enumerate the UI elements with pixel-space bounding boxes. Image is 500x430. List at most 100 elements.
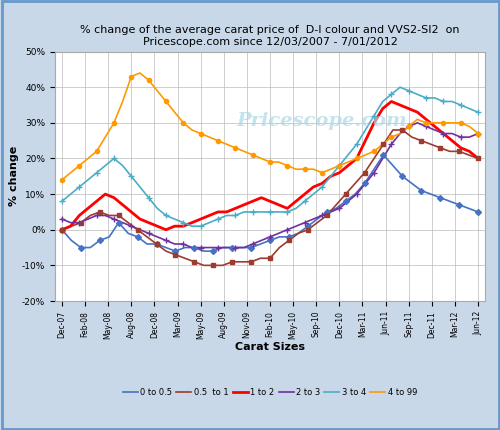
2 to 3 — [180, 241, 186, 246]
4 to 99 — [423, 120, 429, 126]
0 to 0.5 — [68, 238, 74, 243]
0 to 0.5 — [418, 188, 424, 193]
2 to 3 — [362, 181, 368, 186]
2 to 3 — [111, 216, 117, 221]
2 to 3 — [258, 238, 264, 243]
0 to 0.5 — [342, 199, 348, 204]
4 to 99 — [284, 163, 290, 168]
2 to 3 — [172, 241, 177, 246]
0.5  to 1 — [333, 202, 339, 207]
3 to 4 — [120, 163, 126, 168]
3 to 4 — [388, 92, 394, 97]
0.5  to 1 — [428, 141, 434, 147]
3 to 4 — [68, 191, 73, 197]
0 to 0.5 — [390, 163, 396, 168]
0 to 0.5 — [437, 195, 443, 200]
2 to 3 — [397, 131, 403, 136]
4 to 99 — [310, 166, 316, 172]
1 to 2 — [432, 124, 438, 129]
4 to 99 — [458, 120, 464, 126]
0 to 0.5 — [371, 166, 377, 172]
1 to 2 — [137, 216, 143, 221]
Text: Pricescope.com: Pricescope.com — [236, 112, 407, 130]
2 to 3 — [423, 124, 429, 129]
0.5  to 1 — [116, 213, 121, 218]
4 to 99 — [85, 156, 91, 161]
4 to 99 — [362, 152, 368, 157]
2 to 3 — [59, 216, 65, 221]
3 to 4 — [85, 177, 91, 182]
1 to 2 — [362, 138, 368, 143]
0.5  to 1 — [125, 220, 131, 225]
1 to 2 — [224, 209, 230, 215]
0.5  to 1 — [154, 241, 160, 246]
4 to 99 — [94, 149, 100, 154]
0 to 0.5 — [229, 245, 235, 250]
2 to 3 — [440, 131, 446, 136]
0 to 0.5 — [163, 245, 169, 250]
1 to 2 — [284, 206, 290, 211]
0 to 0.5 — [314, 216, 320, 221]
1 to 2 — [198, 216, 203, 221]
1 to 2 — [319, 181, 325, 186]
3 to 4 — [302, 199, 308, 204]
0 to 0.5 — [286, 234, 292, 240]
3 to 4 — [76, 184, 82, 190]
4 to 99 — [232, 145, 238, 150]
1 to 2 — [163, 227, 169, 232]
1 to 2 — [172, 224, 177, 229]
0.5  to 1 — [238, 259, 244, 264]
2 to 3 — [198, 245, 203, 250]
4 to 99 — [466, 124, 472, 129]
2 to 3 — [475, 131, 481, 136]
4 to 99 — [336, 163, 342, 168]
0 to 0.5 — [248, 245, 254, 250]
0 to 0.5 — [220, 245, 226, 250]
3 to 4 — [371, 113, 377, 118]
1 to 2 — [397, 102, 403, 108]
4 to 99 — [432, 120, 438, 126]
Title: % change of the average carat price of  D-I colour and VVS2-SI2  on
Pricescope.c: % change of the average carat price of D… — [80, 25, 460, 47]
1 to 2 — [371, 120, 377, 126]
2 to 3 — [189, 245, 195, 250]
0 to 0.5 — [466, 206, 471, 211]
0 to 0.5 — [125, 231, 131, 236]
2 to 3 — [458, 135, 464, 140]
2 to 3 — [94, 213, 100, 218]
0.5  to 1 — [418, 138, 424, 143]
4 to 99 — [397, 131, 403, 136]
0 to 0.5 — [88, 245, 94, 250]
1 to 2 — [406, 106, 411, 111]
3 to 4 — [345, 152, 351, 157]
1 to 2 — [466, 149, 472, 154]
4 to 99 — [163, 99, 169, 104]
Line: 1 to 2: 1 to 2 — [62, 101, 478, 230]
1 to 2 — [293, 199, 299, 204]
1 to 2 — [111, 195, 117, 200]
0.5  to 1 — [362, 170, 368, 175]
4 to 99 — [198, 131, 203, 136]
3 to 4 — [198, 224, 203, 229]
2 to 3 — [371, 170, 377, 175]
0.5  to 1 — [314, 220, 320, 225]
3 to 4 — [232, 213, 238, 218]
0 to 0.5 — [201, 249, 207, 254]
X-axis label: Carat Sizes: Carat Sizes — [235, 342, 305, 352]
4 to 99 — [180, 120, 186, 126]
3 to 4 — [440, 99, 446, 104]
1 to 2 — [449, 138, 455, 143]
3 to 4 — [250, 209, 256, 215]
0.5  to 1 — [286, 238, 292, 243]
0.5  to 1 — [248, 259, 254, 264]
4 to 99 — [76, 163, 82, 168]
3 to 4 — [284, 209, 290, 215]
3 to 4 — [163, 213, 169, 218]
2 to 3 — [224, 245, 230, 250]
0.5  to 1 — [210, 263, 216, 268]
4 to 99 — [111, 120, 117, 126]
0.5  to 1 — [201, 263, 207, 268]
3 to 4 — [354, 141, 360, 147]
0.5  to 1 — [305, 227, 311, 232]
0.5  to 1 — [456, 149, 462, 154]
0 to 0.5 — [210, 249, 216, 254]
